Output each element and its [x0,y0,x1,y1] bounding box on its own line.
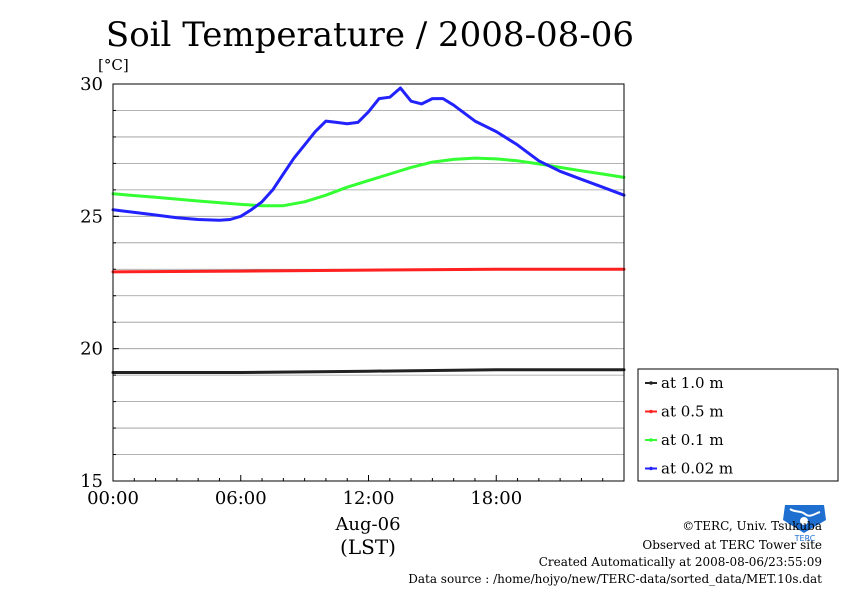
terc-logo: TERC [783,505,826,543]
x-tick-label: 00:00 [87,488,139,509]
legend-marker-3 [649,466,653,471]
legend-marker-2 [649,438,653,442]
y-tick-label: 30 [80,74,103,95]
plot-frame [112,83,625,482]
data-source-text: Data source : /home/hojyo/new/TERC-data/… [408,572,822,586]
legend-marker-0 [649,381,653,385]
y-tick-label: 15 [80,471,103,492]
x-axis-date-label: Aug-06 [334,514,400,535]
series-line-3 [111,86,626,222]
legend-label-2: at 0.1 m [661,431,724,449]
x-axis-ticks: 00:00 06:00 12:00 18:00 [87,475,604,509]
legend-marker-1 [649,409,653,414]
x-tick-label: 18:00 [470,488,522,509]
series-line-0 [111,368,626,374]
legend-label-3: at 0.02 m [661,460,733,478]
logo-drop-icon [800,517,808,525]
grid-lines [113,110,624,455]
x-tick-label: 12:00 [343,488,395,509]
x-tick-label: 06:00 [215,488,267,509]
copyright-text: ©TERC, Univ. Tsukuba [682,519,822,533]
x-axis-title: (LST) [340,535,396,559]
y-tick-label: 25 [80,206,103,227]
y-axis-ticks: 15 20 25 30 [80,74,119,492]
series-line-1 [111,267,626,274]
legend-label-1: at 0.5 m [661,403,724,421]
created-timestamp-text: Created Automatically at 2008-08-06/23:5… [539,555,822,569]
legend: at 1.0 m at 0.5 m at 0.1 m at 0.02 m [637,368,839,482]
chart-title: Soil Temperature / 2008-08-06 [106,15,634,55]
logo-text: TERC [794,534,816,543]
logo-wave-icon [789,508,821,517]
y-axis-unit-label: [°C] [98,56,129,74]
y-tick-label: 20 [80,339,103,360]
legend-label-0: at 1.0 m [661,374,724,392]
observed-site-text: Observed at TERC Tower site [642,538,822,552]
series-lines [111,86,626,374]
legend-box [637,368,839,482]
